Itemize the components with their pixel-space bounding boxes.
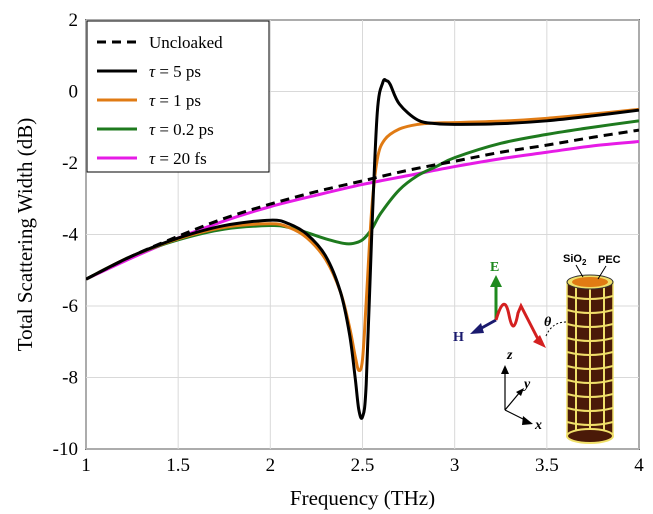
pec-label: PEC: [598, 254, 621, 266]
legend-label: τ = 5 ps: [149, 62, 201, 81]
theta-label: θ: [544, 315, 552, 330]
theta-arc: [545, 321, 567, 337]
sio2-pointer: [575, 264, 584, 278]
tick-labels: 1 1.5 2 2.5 3 3.5 4 2 0 -2 -4 -6 -8 -10: [53, 10, 645, 476]
y-tick-label: 0: [69, 82, 79, 103]
h-label: H: [453, 330, 464, 345]
wave-vector: [494, 302, 542, 344]
legend-tau: τ: [149, 62, 156, 81]
x-tick-label: 2: [266, 455, 276, 476]
series-line-0: [86, 128, 639, 281]
legend-value: = 20 fs: [155, 149, 207, 168]
x-axis-label-inset: x: [534, 418, 542, 433]
y-tick-label: -8: [62, 368, 78, 389]
legend-tau: τ: [149, 120, 156, 139]
legend-value: = 5 ps: [155, 62, 201, 81]
wave-arrow-head: [533, 335, 546, 348]
y-tick-label: -10: [53, 439, 78, 460]
legend-label: Uncloaked: [149, 33, 223, 52]
series-line-3: [86, 119, 639, 281]
sio2-label: SiO2: [563, 253, 587, 267]
z-axis-head: [501, 365, 509, 374]
z-axis-label: z: [506, 348, 513, 363]
legend-tau: τ: [149, 91, 156, 110]
cylinder-grid: [566, 286, 614, 442]
x-axis-head: [522, 416, 533, 425]
h-arrow-head: [470, 323, 484, 334]
pec-cap: [572, 277, 608, 287]
legend-tau: τ: [149, 149, 156, 168]
y-tick-label: -4: [62, 225, 78, 246]
y-tick-label: 2: [69, 10, 79, 31]
x-tick-label: 4: [634, 455, 644, 476]
x-axis-label: Frequency (THz): [290, 486, 435, 510]
series-line-1: [86, 78, 639, 420]
e-label: E: [490, 260, 499, 275]
inset-schematic: E H θ z y x SiO2 PEC: [453, 253, 621, 444]
series-group: [86, 78, 639, 420]
legend-value: = 1 ps: [155, 91, 201, 110]
y-axis-label-inset: y: [522, 377, 531, 392]
cylinder-bottom: [566, 428, 614, 444]
y-axis: [504, 391, 521, 411]
legend-label: τ = 1 ps: [149, 91, 201, 110]
e-arrow-head: [490, 275, 502, 287]
x-tick-label: 1: [81, 455, 91, 476]
legend-value: Uncloaked: [149, 33, 223, 52]
x-tick-label: 1.5: [166, 455, 190, 476]
y-axis-head: [516, 388, 524, 396]
x-tick-label: 3.5: [535, 455, 559, 476]
x-tick-label: 2.5: [351, 455, 375, 476]
y-tick-label: -6: [62, 296, 78, 317]
legend-box: [86, 20, 270, 173]
legend-label: τ = 20 fs: [149, 149, 207, 168]
y-axis-label: Total Scattering Width (dB): [13, 118, 37, 352]
legend-label: τ = 0.2 ps: [149, 120, 214, 139]
pec-pointer: [597, 265, 607, 280]
legend-value: = 0.2 ps: [155, 120, 214, 139]
series-line-2: [86, 107, 639, 373]
y-tick-label: -2: [62, 153, 78, 174]
x-tick-label: 3: [450, 455, 460, 476]
